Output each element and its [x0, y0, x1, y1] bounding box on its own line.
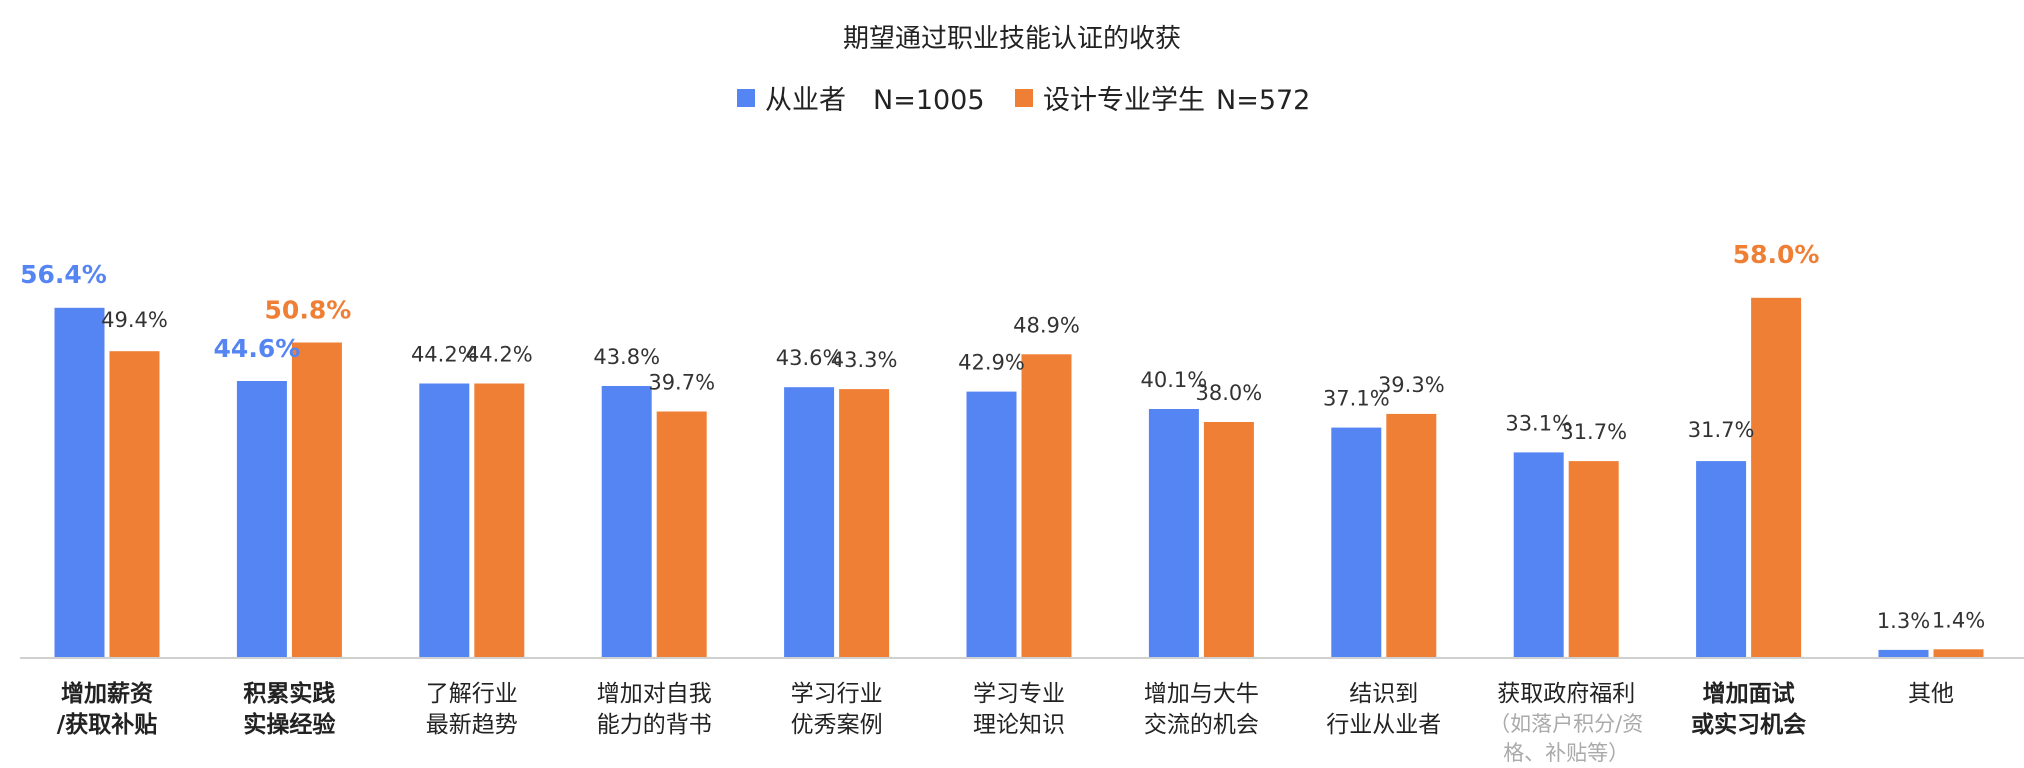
category-label-6-line-0: 增加与大牛: [1144, 681, 1259, 707]
value-label-s0-c10: 1.3%: [1877, 609, 1930, 633]
category-label-4-line-1: 优秀案例: [791, 712, 883, 738]
value-label-s1-c6: 38.0%: [1196, 381, 1263, 405]
legend-label-practitioner-n: N=1005: [873, 85, 985, 116]
bar-s1-c10: [1933, 649, 1984, 658]
bar-s0-c2: [419, 383, 470, 658]
category-label-3-line-1: 能力的背书: [597, 712, 712, 738]
value-label-s0-c0: 56.4%: [20, 260, 107, 289]
value-label-s1-c5: 48.9%: [1013, 313, 1080, 337]
category-note-8-line-0: （如落户积分/资: [1489, 712, 1643, 736]
category-label-5-line-0: 学习专业: [973, 681, 1065, 707]
value-label-s0-c3: 43.8%: [593, 345, 660, 369]
legend-swatch-practitioner: [737, 89, 755, 107]
value-label-s0-c7: 37.1%: [1323, 387, 1390, 411]
category-label-5-line-1: 理论知识: [973, 712, 1065, 738]
bar-s0-c7: [1331, 427, 1382, 658]
bar-s1-c4: [839, 389, 890, 658]
legend-swatch-student: [1015, 89, 1033, 107]
category-label-6-line-1: 交流的机会: [1144, 712, 1259, 738]
bar-s0-c10: [1878, 649, 1929, 658]
bar-s1-c0: [109, 351, 160, 658]
value-label-s0-c6: 40.1%: [1141, 368, 1208, 392]
legend-label-practitioner-name: 从业者: [765, 85, 846, 116]
category-label-2-line-1: 最新趋势: [426, 712, 518, 738]
value-label-s1-c9: 58.0%: [1733, 240, 1820, 269]
category-label-7-line-1: 行业从业者: [1326, 712, 1441, 738]
category-label-2-line-0: 了解行业: [426, 681, 518, 707]
value-label-s0-c4: 43.6%: [776, 346, 843, 370]
bar-s0-c6: [1148, 409, 1199, 658]
bar-s1-c9: [1751, 297, 1802, 658]
bar-s1-c5: [1021, 354, 1072, 658]
bars: [54, 297, 1984, 658]
bar-s1-c6: [1203, 422, 1254, 658]
value-label-s1-c4: 43.3%: [831, 348, 898, 372]
category-note-8-line-1: 格、补贴等）: [1503, 741, 1629, 765]
legend-label-student-n: N=572: [1216, 85, 1310, 116]
value-label-s0-c8: 33.1%: [1505, 411, 1572, 435]
bar-s1-c8: [1568, 461, 1619, 658]
value-label-s1-c3: 39.7%: [648, 371, 715, 395]
value-label-s1-c7: 39.3%: [1378, 373, 1445, 397]
chart-title: 期望通过职业技能认证的收获: [843, 24, 1181, 54]
category-label-1-line-1: 实操经验: [243, 711, 335, 738]
bar-s0-c3: [601, 386, 652, 658]
bar-s1-c7: [1386, 413, 1437, 658]
value-label-s1-c1: 50.8%: [265, 296, 352, 325]
bar-s1-c1: [291, 342, 342, 658]
value-label-s1-c8: 31.7%: [1560, 420, 1627, 444]
category-label-8-line-0: 获取政府福利: [1497, 681, 1635, 707]
category-label-0-line-0: 增加薪资: [61, 680, 153, 707]
bar-s0-c8: [1513, 452, 1564, 658]
bar-s1-c2: [474, 383, 525, 658]
category-label-0-line-1: /获取补贴: [57, 712, 157, 738]
category-label-1-line-0: 积累实践: [243, 680, 335, 707]
value-label-s0-c9: 31.7%: [1688, 418, 1755, 442]
bar-s0-c1: [236, 381, 287, 658]
bar-s0-c5: [966, 391, 1017, 658]
value-label-s0-c1: 44.6%: [214, 334, 301, 363]
legend-label-practitioner: 从业者 N=1005: [765, 85, 985, 116]
value-label-s0-c2: 44.2%: [411, 343, 478, 367]
value-label-s1-c10: 1.4%: [1932, 608, 1985, 632]
legend: 从业者 N=1005 设计专业学生 N=572: [737, 85, 1310, 116]
bar-s0-c9: [1696, 461, 1747, 658]
bar-s0-c4: [784, 387, 835, 658]
category-label-9-line-1: 或实习机会: [1691, 711, 1806, 738]
category-label-9-line-0: 增加面试: [1703, 680, 1795, 707]
value-labels: 56.4% 44.6% 44.2% 43.8% 43.6% 42.9% 40.1% 37.1%…: [20, 240, 1985, 633]
category-label-4-line-0: 学习行业: [791, 681, 883, 707]
category-label-10-line-0: 其他: [1908, 681, 1954, 707]
category-label-3-line-0: 增加对自我: [597, 681, 712, 707]
legend-label-student-name: 设计专业学生: [1043, 85, 1205, 116]
bar-s0-c0: [54, 307, 105, 658]
value-label-s1-c0: 49.4%: [101, 308, 168, 332]
category-label-7-line-0: 结识到: [1349, 681, 1418, 707]
bar-s1-c3: [656, 411, 707, 658]
value-label-s1-c2: 44.2%: [466, 343, 533, 367]
legend-label-student: 设计专业学生 N=572: [1043, 85, 1310, 116]
value-label-s0-c5: 42.9%: [958, 351, 1025, 375]
